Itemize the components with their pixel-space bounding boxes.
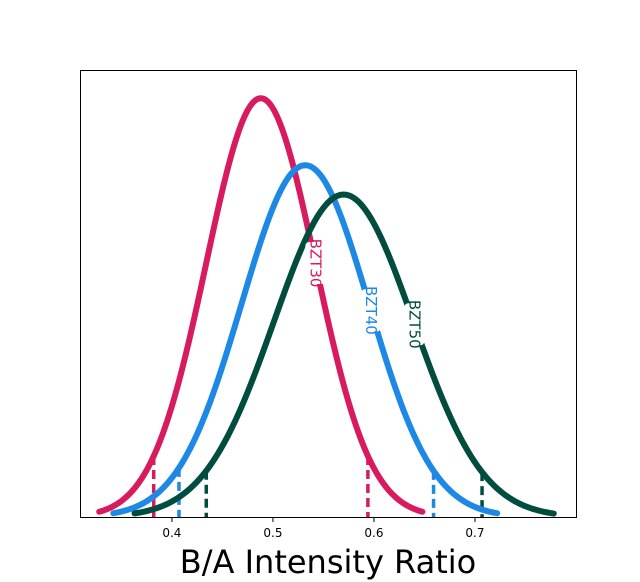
x-axis-ticks: 0.4 0.5 0.6 0.7 <box>162 517 485 540</box>
curve-labels: BZT30 BZT40 BZT50 <box>305 239 425 349</box>
bzt30-curve <box>96 95 426 515</box>
x-tick-label: 0.5 <box>263 526 282 540</box>
distribution-curves <box>96 95 557 517</box>
bzt30-label-bg <box>305 242 326 284</box>
bzt30-label: BZT30 <box>306 239 324 288</box>
bzt40-curve <box>110 162 501 517</box>
bzt50-label: BZT50 <box>405 300 423 349</box>
x-tick-label: 0.4 <box>162 526 181 540</box>
x-tick-label: 0.6 <box>364 526 383 540</box>
x-axis-title: B/A Intensity Ratio <box>180 543 476 581</box>
bzt50-label-group: BZT50 <box>404 300 425 349</box>
bzt40-label: BZT40 <box>362 286 380 335</box>
bzt50-curve <box>131 191 557 517</box>
plot-frame <box>80 70 577 518</box>
bzt30-label-group: BZT30 <box>305 239 326 288</box>
bzt40-label-group: BZT40 <box>360 286 381 335</box>
bzt50-label-bg <box>404 303 425 346</box>
bzt40-label-bg <box>360 289 381 332</box>
x-tick-label: 0.7 <box>465 526 484 540</box>
